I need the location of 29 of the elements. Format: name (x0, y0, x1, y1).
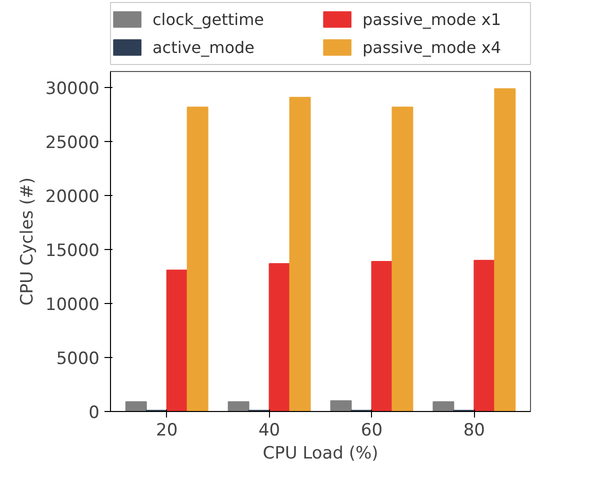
x-tick-label: 80 (463, 420, 485, 440)
y-tick-label: 15000 (45, 241, 100, 262)
x-tick-label: 40 (258, 420, 280, 440)
bar (289, 96, 311, 412)
y-axis-title: CPU Cycles (#) (17, 177, 38, 306)
y-tick-label: 10000 (45, 295, 100, 316)
y-tick-label: 25000 (45, 133, 100, 154)
bar (186, 106, 208, 412)
bar (166, 270, 188, 412)
y-tick-label: 0 (88, 403, 100, 423)
bar (494, 88, 516, 412)
bar (392, 106, 414, 412)
bar (432, 401, 454, 412)
bar (228, 401, 250, 412)
bar (268, 263, 290, 412)
bar (371, 260, 393, 412)
legend-label: active_mode (152, 38, 255, 57)
legend-label: passive_mode x4 (362, 38, 501, 57)
x-tick-label: 60 (360, 420, 383, 440)
x-axis-title: CPU Load (%) (262, 444, 378, 464)
bar (330, 400, 352, 412)
y-tick-label: 20000 (45, 187, 100, 208)
bar (125, 401, 147, 412)
y-tick-label: 5000 (56, 349, 100, 370)
bar (474, 260, 496, 412)
legend-label: passive_mode x1 (362, 10, 501, 30)
x-tick-label: 20 (156, 420, 178, 440)
legend-label: clock_gettime (152, 10, 264, 30)
y-tick-label: 30000 (45, 79, 100, 100)
